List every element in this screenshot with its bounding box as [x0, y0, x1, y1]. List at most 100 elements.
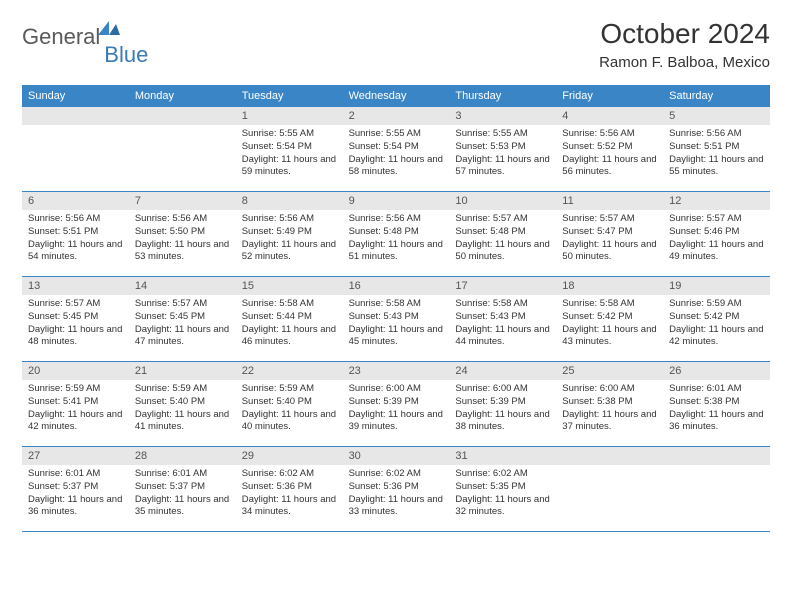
daylight-text: Daylight: 11 hours and 49 minutes.: [669, 239, 764, 265]
day-content: Sunrise: 5:57 AMSunset: 5:47 PMDaylight:…: [556, 210, 663, 269]
day-content: Sunrise: 6:01 AMSunset: 5:38 PMDaylight:…: [663, 380, 770, 439]
weekday-header: Wednesday: [343, 85, 450, 107]
day-cell: 23Sunrise: 6:00 AMSunset: 5:39 PMDayligh…: [343, 362, 450, 446]
sunrise-text: Sunrise: 5:56 AM: [669, 128, 764, 141]
sunset-text: Sunset: 5:45 PM: [28, 311, 123, 324]
sunrise-text: Sunrise: 5:55 AM: [455, 128, 550, 141]
day-number: 21: [129, 362, 236, 380]
sunrise-text: Sunrise: 6:00 AM: [455, 383, 550, 396]
day-number: 26: [663, 362, 770, 380]
sunrise-text: Sunrise: 6:01 AM: [669, 383, 764, 396]
day-content: Sunrise: 5:56 AMSunset: 5:51 PMDaylight:…: [22, 210, 129, 269]
day-cell: 8Sunrise: 5:56 AMSunset: 5:49 PMDaylight…: [236, 192, 343, 276]
day-content: Sunrise: 5:59 AMSunset: 5:40 PMDaylight:…: [236, 380, 343, 439]
daylight-text: Daylight: 11 hours and 38 minutes.: [455, 409, 550, 435]
day-number: [556, 447, 663, 465]
day-number: 20: [22, 362, 129, 380]
day-content: Sunrise: 6:02 AMSunset: 5:36 PMDaylight:…: [236, 465, 343, 524]
day-content: Sunrise: 5:55 AMSunset: 5:54 PMDaylight:…: [343, 125, 450, 184]
day-cell: 30Sunrise: 6:02 AMSunset: 5:36 PMDayligh…: [343, 447, 450, 531]
sunrise-text: Sunrise: 5:56 AM: [28, 213, 123, 226]
sunrise-text: Sunrise: 6:01 AM: [135, 468, 230, 481]
sunset-text: Sunset: 5:35 PM: [455, 481, 550, 494]
day-content: Sunrise: 6:00 AMSunset: 5:39 PMDaylight:…: [449, 380, 556, 439]
daylight-text: Daylight: 11 hours and 42 minutes.: [28, 409, 123, 435]
daylight-text: Daylight: 11 hours and 52 minutes.: [242, 239, 337, 265]
day-cell: 29Sunrise: 6:02 AMSunset: 5:36 PMDayligh…: [236, 447, 343, 531]
day-number: 19: [663, 277, 770, 295]
day-content: Sunrise: 5:56 AMSunset: 5:49 PMDaylight:…: [236, 210, 343, 269]
day-cell: 6Sunrise: 5:56 AMSunset: 5:51 PMDaylight…: [22, 192, 129, 276]
logo: General Blue: [22, 24, 148, 50]
day-cell: 4Sunrise: 5:56 AMSunset: 5:52 PMDaylight…: [556, 107, 663, 191]
sunrise-text: Sunrise: 6:01 AM: [28, 468, 123, 481]
day-cell: 31Sunrise: 6:02 AMSunset: 5:35 PMDayligh…: [449, 447, 556, 531]
day-content: Sunrise: 5:57 AMSunset: 5:45 PMDaylight:…: [129, 295, 236, 354]
day-content: Sunrise: 6:00 AMSunset: 5:38 PMDaylight:…: [556, 380, 663, 439]
sunset-text: Sunset: 5:40 PM: [135, 396, 230, 409]
sunrise-text: Sunrise: 5:58 AM: [562, 298, 657, 311]
sunset-text: Sunset: 5:45 PM: [135, 311, 230, 324]
day-content: Sunrise: 5:56 AMSunset: 5:48 PMDaylight:…: [343, 210, 450, 269]
day-number: 31: [449, 447, 556, 465]
sunrise-text: Sunrise: 6:02 AM: [349, 468, 444, 481]
sunset-text: Sunset: 5:39 PM: [455, 396, 550, 409]
day-cell: 26Sunrise: 6:01 AMSunset: 5:38 PMDayligh…: [663, 362, 770, 446]
day-content: Sunrise: 5:59 AMSunset: 5:40 PMDaylight:…: [129, 380, 236, 439]
sunrise-text: Sunrise: 5:58 AM: [349, 298, 444, 311]
weeks-container: 1Sunrise: 5:55 AMSunset: 5:54 PMDaylight…: [22, 107, 770, 532]
sunset-text: Sunset: 5:44 PM: [242, 311, 337, 324]
day-cell: 10Sunrise: 5:57 AMSunset: 5:48 PMDayligh…: [449, 192, 556, 276]
daylight-text: Daylight: 11 hours and 40 minutes.: [242, 409, 337, 435]
day-cell: 18Sunrise: 5:58 AMSunset: 5:42 PMDayligh…: [556, 277, 663, 361]
day-number: 6: [22, 192, 129, 210]
sunset-text: Sunset: 5:36 PM: [349, 481, 444, 494]
sunrise-text: Sunrise: 5:55 AM: [242, 128, 337, 141]
daylight-text: Daylight: 11 hours and 46 minutes.: [242, 324, 337, 350]
header: General Blue October 2024 Ramon F. Balbo…: [22, 18, 770, 71]
sunset-text: Sunset: 5:51 PM: [669, 141, 764, 154]
sunset-text: Sunset: 5:46 PM: [669, 226, 764, 239]
sunset-text: Sunset: 5:51 PM: [28, 226, 123, 239]
sunrise-text: Sunrise: 6:02 AM: [455, 468, 550, 481]
sunset-text: Sunset: 5:43 PM: [455, 311, 550, 324]
day-content: Sunrise: 5:55 AMSunset: 5:53 PMDaylight:…: [449, 125, 556, 184]
day-number: [22, 107, 129, 125]
day-number: 3: [449, 107, 556, 125]
sunrise-text: Sunrise: 6:00 AM: [562, 383, 657, 396]
sunset-text: Sunset: 5:53 PM: [455, 141, 550, 154]
sunrise-text: Sunrise: 5:56 AM: [135, 213, 230, 226]
daylight-text: Daylight: 11 hours and 48 minutes.: [28, 324, 123, 350]
day-content: Sunrise: 5:58 AMSunset: 5:44 PMDaylight:…: [236, 295, 343, 354]
day-number: 28: [129, 447, 236, 465]
sunrise-text: Sunrise: 5:59 AM: [242, 383, 337, 396]
sunset-text: Sunset: 5:48 PM: [349, 226, 444, 239]
daylight-text: Daylight: 11 hours and 47 minutes.: [135, 324, 230, 350]
day-cell: [556, 447, 663, 531]
daylight-text: Daylight: 11 hours and 42 minutes.: [669, 324, 764, 350]
daylight-text: Daylight: 11 hours and 50 minutes.: [562, 239, 657, 265]
day-number: 4: [556, 107, 663, 125]
sunrise-text: Sunrise: 5:59 AM: [28, 383, 123, 396]
sunset-text: Sunset: 5:43 PM: [349, 311, 444, 324]
daylight-text: Daylight: 11 hours and 53 minutes.: [135, 239, 230, 265]
day-cell: 2Sunrise: 5:55 AMSunset: 5:54 PMDaylight…: [343, 107, 450, 191]
day-number: [129, 107, 236, 125]
sunset-text: Sunset: 5:50 PM: [135, 226, 230, 239]
title-block: October 2024 Ramon F. Balboa, Mexico: [599, 18, 770, 71]
day-cell: 21Sunrise: 5:59 AMSunset: 5:40 PMDayligh…: [129, 362, 236, 446]
sunrise-text: Sunrise: 6:00 AM: [349, 383, 444, 396]
daylight-text: Daylight: 11 hours and 33 minutes.: [349, 494, 444, 520]
sunset-text: Sunset: 5:47 PM: [562, 226, 657, 239]
sunset-text: Sunset: 5:42 PM: [669, 311, 764, 324]
daylight-text: Daylight: 11 hours and 45 minutes.: [349, 324, 444, 350]
day-cell: 24Sunrise: 6:00 AMSunset: 5:39 PMDayligh…: [449, 362, 556, 446]
day-cell: 27Sunrise: 6:01 AMSunset: 5:37 PMDayligh…: [22, 447, 129, 531]
day-content: Sunrise: 5:56 AMSunset: 5:52 PMDaylight:…: [556, 125, 663, 184]
day-cell: 5Sunrise: 5:56 AMSunset: 5:51 PMDaylight…: [663, 107, 770, 191]
day-number: 1: [236, 107, 343, 125]
day-content: Sunrise: 5:57 AMSunset: 5:46 PMDaylight:…: [663, 210, 770, 269]
weekday-header: Tuesday: [236, 85, 343, 107]
day-number: 11: [556, 192, 663, 210]
day-number: 5: [663, 107, 770, 125]
